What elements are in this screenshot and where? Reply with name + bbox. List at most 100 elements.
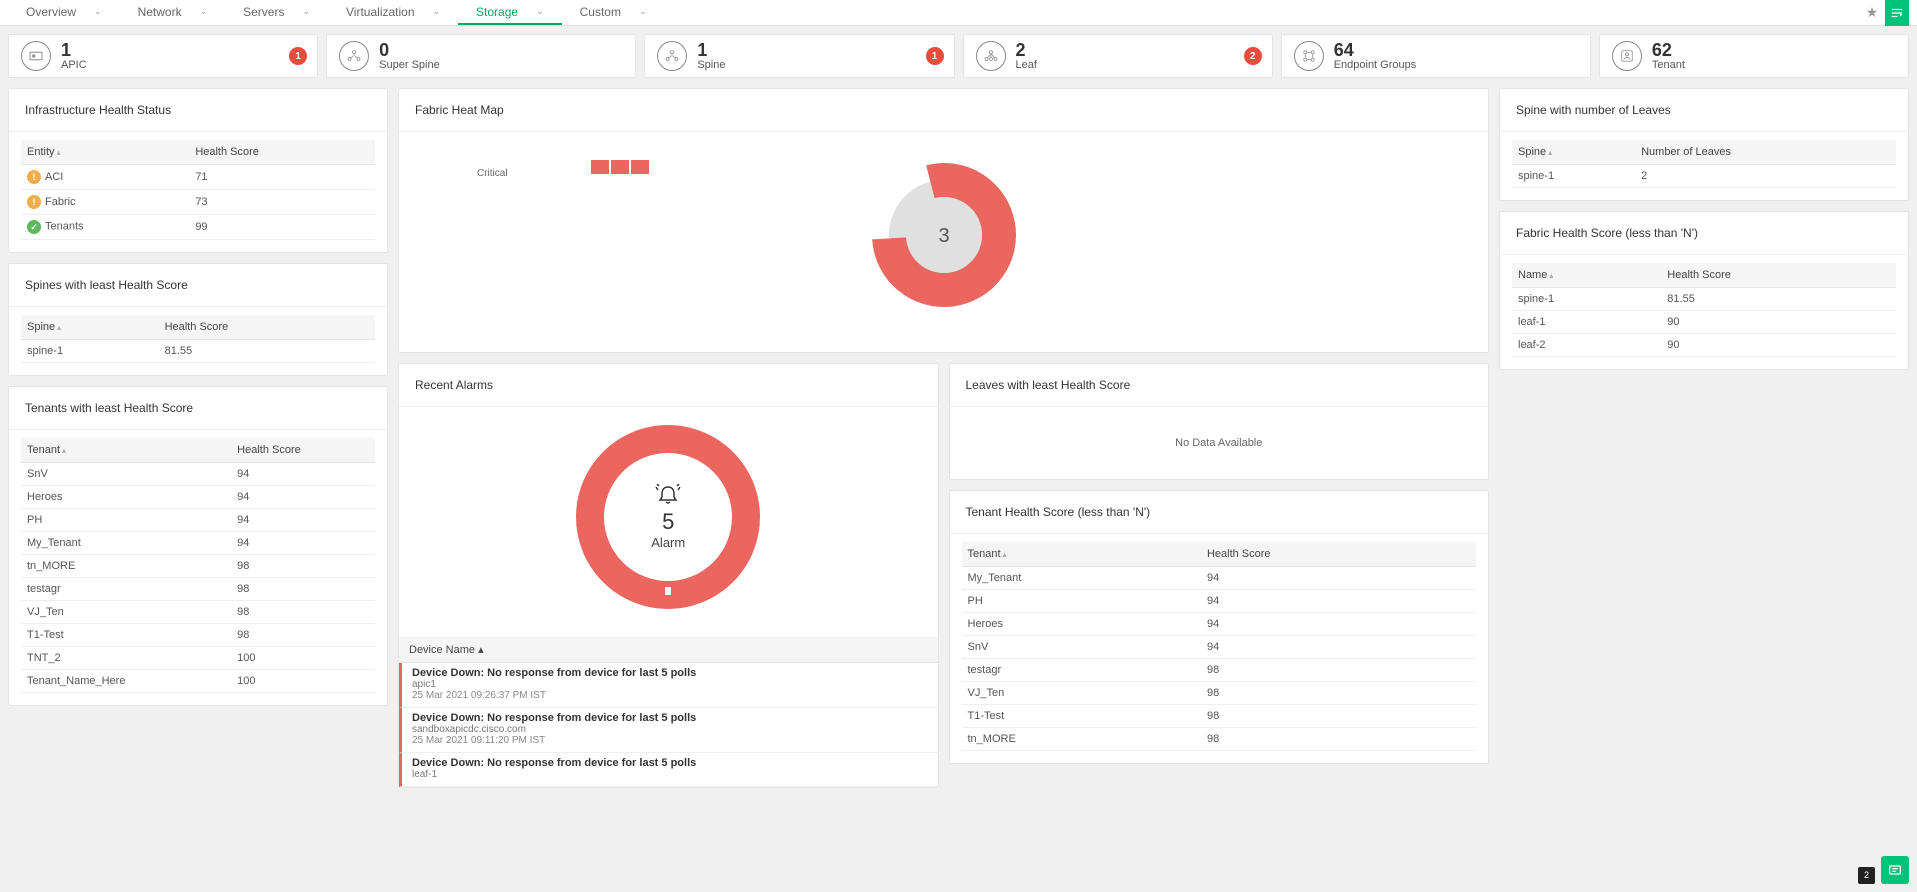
table-row[interactable]: TNT_2100 (21, 647, 375, 670)
summary-card-super-spine[interactable]: 0 Super Spine (326, 34, 636, 78)
panel-title: Fabric Health Score (less than 'N') (1500, 212, 1908, 255)
heatmap-donut: 3 (859, 150, 1029, 320)
tenant-health-n-table: Tenant▴ Health Score My_Tenant94PH94Hero… (962, 542, 1477, 751)
panel-title: Leaves with least Health Score (950, 364, 1489, 407)
table-row[interactable]: Tenant_Name_Here100 (21, 670, 375, 693)
panel-title: Recent Alarms (399, 364, 938, 407)
cell-score: 94 (231, 463, 375, 486)
cell-name: !ACI (21, 165, 189, 190)
col-spine[interactable]: Spine▴ (21, 315, 159, 340)
panel-title: Infrastructure Health Status (9, 89, 387, 132)
spine-icon (339, 41, 369, 71)
table-row[interactable]: leaf-290 (1512, 334, 1896, 357)
col-tenant[interactable]: Tenant▴ (21, 438, 231, 463)
col-leaves[interactable]: Number of Leaves (1635, 140, 1896, 165)
col-entity[interactable]: Entity▴ (21, 140, 189, 165)
col-spine[interactable]: Spine▴ (1512, 140, 1635, 165)
chevron-down-icon: ⌄ (200, 6, 208, 17)
apic-icon (21, 41, 51, 71)
status-icon: ! (27, 170, 41, 184)
summary-value: 62 (1652, 41, 1685, 59)
cell-score: 100 (231, 647, 375, 670)
table-row[interactable]: tn_MORE98 (962, 728, 1477, 751)
alarm-item[interactable]: Device Down: No response from device for… (399, 663, 938, 708)
menu-icon[interactable] (1885, 0, 1909, 26)
summary-card-spine[interactable]: 1 Spine 1 (644, 34, 954, 78)
alarm-item[interactable]: Device Down: No response from device for… (399, 753, 938, 787)
table-row[interactable]: PH94 (21, 509, 375, 532)
nav-tab-network[interactable]: Network⌄ (120, 1, 226, 25)
svg-text:3: 3 (938, 225, 949, 247)
no-data-text: No Data Available (950, 407, 1489, 479)
epg-icon (1294, 41, 1324, 71)
table-row[interactable]: T1-Test98 (962, 705, 1477, 728)
nav-tab-custom[interactable]: Custom⌄ (562, 1, 665, 25)
tenant-health-n-panel: Tenant Health Score (less than 'N') Tena… (949, 490, 1490, 764)
cell-score: 98 (231, 624, 375, 647)
nav-tab-servers[interactable]: Servers⌄ (225, 1, 328, 25)
table-row[interactable]: PH94 (962, 590, 1477, 613)
nav-tab-overview[interactable]: Overview⌄ (8, 1, 120, 25)
cell-name: TNT_2 (21, 647, 231, 670)
summary-card-endpoint-groups[interactable]: 64 Endpoint Groups (1281, 34, 1591, 78)
cell-score: 98 (1201, 728, 1476, 751)
summary-card-leaf[interactable]: 2 Leaf 2 (963, 34, 1273, 78)
cell-score: 94 (231, 486, 375, 509)
summary-card-tenant[interactable]: 62 Tenant (1599, 34, 1909, 78)
col-tenant[interactable]: Tenant▴ (962, 542, 1201, 567)
cell-score: 98 (231, 555, 375, 578)
col-name[interactable]: Name▴ (1512, 263, 1661, 288)
float-action-icon[interactable] (1881, 856, 1909, 884)
table-row[interactable]: spine-181.55 (1512, 288, 1896, 311)
cell-score: 71 (189, 165, 375, 190)
col-score[interactable]: Health Score (159, 315, 375, 340)
cell-name: leaf-2 (1512, 334, 1661, 357)
summary-card-apic[interactable]: 1 APIC 1 (8, 34, 318, 78)
table-row[interactable]: tn_MORE98 (21, 555, 375, 578)
table-row[interactable]: My_Tenant94 (21, 532, 375, 555)
table-row[interactable]: SnV94 (962, 636, 1477, 659)
table-row[interactable]: VJ_Ten98 (21, 601, 375, 624)
table-row[interactable]: spine-181.55 (21, 340, 375, 363)
col-score[interactable]: Health Score (1201, 542, 1476, 567)
col-score[interactable]: Health Score (1661, 263, 1896, 288)
cell-name: VJ_Ten (962, 682, 1201, 705)
table-row[interactable]: T1-Test98 (21, 624, 375, 647)
chevron-down-icon: ⌄ (639, 6, 647, 17)
table-row[interactable]: testagr98 (962, 659, 1477, 682)
critical-label: Critical (477, 168, 508, 179)
cell-score: 99 (189, 215, 375, 240)
float-count-badge[interactable]: 2 (1858, 867, 1875, 884)
table-row[interactable]: !Fabric73 (21, 190, 375, 215)
summary-label: APIC (61, 59, 87, 71)
alarm-list-header[interactable]: Device Name ▴ (399, 637, 938, 663)
cell-name: tn_MORE (962, 728, 1201, 751)
panel-title: Fabric Heat Map (399, 89, 1488, 132)
table-row[interactable]: spine-12 (1512, 165, 1896, 188)
table-row[interactable]: Heroes94 (962, 613, 1477, 636)
nav-tab-storage[interactable]: Storage⌄ (458, 1, 562, 25)
table-row[interactable]: testagr98 (21, 578, 375, 601)
col-score[interactable]: Health Score (231, 438, 375, 463)
favorite-icon[interactable]: ★ (1861, 2, 1883, 24)
table-row[interactable]: leaf-190 (1512, 311, 1896, 334)
cell-score: 94 (1201, 567, 1476, 590)
panel-title: Tenants with least Health Score (9, 387, 387, 430)
table-row[interactable]: My_Tenant94 (962, 567, 1477, 590)
alert-badge: 2 (1244, 47, 1262, 65)
spine-leaves-panel: Spine with number of Leaves Spine▴ Numbe… (1499, 88, 1909, 201)
table-row[interactable]: SnV94 (21, 463, 375, 486)
table-row[interactable]: VJ_Ten98 (962, 682, 1477, 705)
col-score[interactable]: Health Score (189, 140, 375, 165)
cell-name: SnV (962, 636, 1201, 659)
nav-tab-virtualization[interactable]: Virtualization⌄ (328, 1, 458, 25)
alarm-item[interactable]: Device Down: No response from device for… (399, 708, 938, 753)
status-icon: ✓ (27, 220, 41, 234)
table-row[interactable]: !ACI71 (21, 165, 375, 190)
alarm-device: apic1 (412, 679, 928, 690)
cell-name: My_Tenant (962, 567, 1201, 590)
tenant-icon (1612, 41, 1642, 71)
table-row[interactable]: ✓Tenants99 (21, 215, 375, 240)
table-row[interactable]: Heroes94 (21, 486, 375, 509)
cell-score: 73 (189, 190, 375, 215)
